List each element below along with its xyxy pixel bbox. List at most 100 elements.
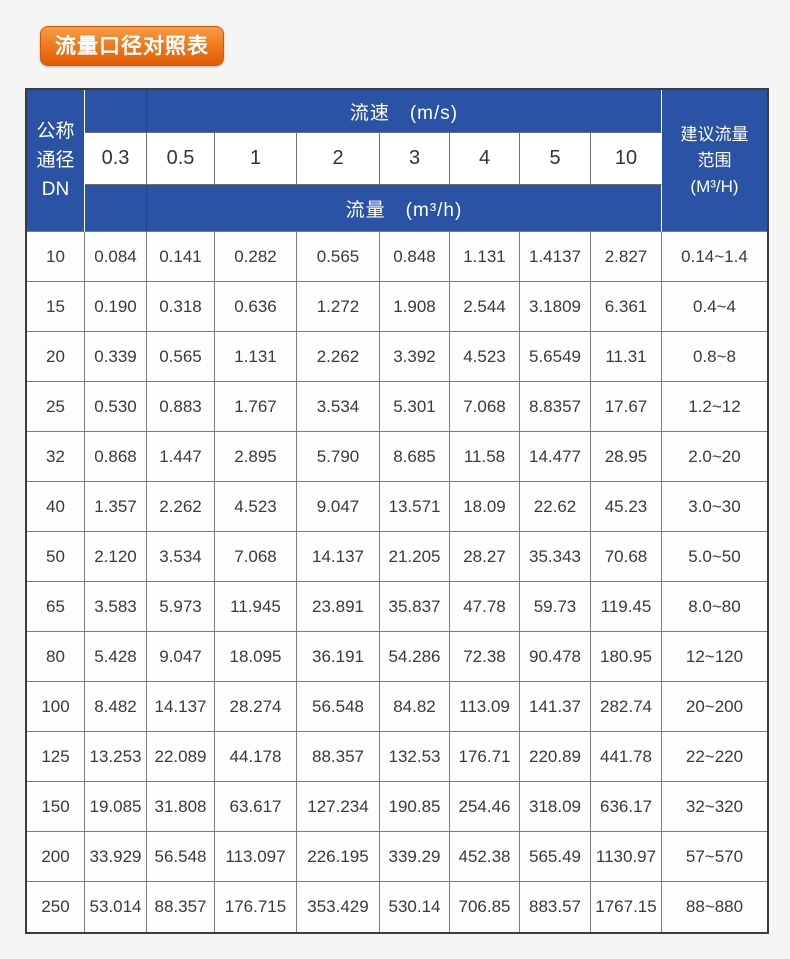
velocity-value-cell: 0.5: [147, 133, 215, 185]
flow-value-cell: 2.895: [215, 432, 297, 482]
recommend-range-cell: 0.4~4: [662, 282, 767, 332]
flow-value-cell: 176.715: [215, 882, 297, 932]
flow-value-cell: 7.068: [215, 532, 297, 582]
velocity-value-cell: 2: [297, 133, 380, 185]
dn-cell: 125: [27, 732, 85, 782]
flow-value-cell: 18.09: [450, 482, 520, 532]
flow-value-cell: 441.78: [591, 732, 662, 782]
flow-value-cell: 226.195: [297, 832, 380, 882]
flow-value-cell: 23.891: [297, 582, 380, 632]
flow-value-cell: 3.583: [85, 582, 147, 632]
table-row: 100 8.482 14.137 28.274 56.548 84.82 113.09 141…: [27, 682, 767, 732]
dn-header-cell: 公称 通径 DN: [27, 90, 85, 232]
table-row: 15 0.190 0.318 0.636 1.272 1.908 2.544 3.1809 6.…: [27, 282, 767, 332]
flow-value-cell: 0.868: [85, 432, 147, 482]
flow-value-cell: 113.097: [215, 832, 297, 882]
header-row-velocity-values: 0.3 0.5 1 2 3 4 5 10: [27, 133, 767, 185]
flow-value-cell: 127.234: [297, 782, 380, 832]
flow-value-cell: 9.047: [297, 482, 380, 532]
flow-value-cell: 132.53: [380, 732, 450, 782]
flow-value-cell: 5.6549: [520, 332, 591, 382]
flow-value-cell: 176.71: [450, 732, 520, 782]
flow-value-cell: 63.617: [215, 782, 297, 832]
dn-header-line: 公称: [36, 121, 75, 142]
flow-value-cell: 339.29: [380, 832, 450, 882]
recommend-range-cell: 1.2~12: [662, 382, 767, 432]
flow-value-cell: 5.428: [85, 632, 147, 682]
recommend-header-line: 范围: [697, 150, 732, 170]
dn-cell: 40: [27, 482, 85, 532]
flow-value-cell: 1.4137: [520, 232, 591, 282]
flow-value-cell: 28.95: [591, 432, 662, 482]
flow-value-cell: 141.37: [520, 682, 591, 732]
recommend-range-cell: 2.0~20: [662, 432, 767, 482]
flow-value-cell: 1.357: [85, 482, 147, 532]
flow-value-cell: 14.137: [147, 682, 215, 732]
table-row: 150 19.085 31.808 63.617 127.234 190.85 254.46…: [27, 782, 767, 832]
table-row: 65 3.583 5.973 11.945 23.891 35.837 47.78 59.73…: [27, 582, 767, 632]
flow-value-cell: 35.837: [380, 582, 450, 632]
dn-cell: 150: [27, 782, 85, 832]
flow-value-cell: 22.62: [520, 482, 591, 532]
header-blank-cell: [85, 90, 147, 133]
flow-value-cell: 1.767: [215, 382, 297, 432]
flow-value-cell: 1130.97: [591, 832, 662, 882]
flow-value-cell: 14.137: [297, 532, 380, 582]
flow-value-cell: 3.534: [147, 532, 215, 582]
recommend-range-cell: 12~120: [662, 632, 767, 682]
flow-value-cell: 883.57: [520, 882, 591, 932]
header-row-flow-label: 流量 (m³/h): [27, 185, 767, 232]
flow-value-cell: 36.191: [297, 632, 380, 682]
flow-value-cell: 0.339: [85, 332, 147, 382]
flow-value-cell: 47.78: [450, 582, 520, 632]
flow-value-cell: 7.068: [450, 382, 520, 432]
table-row: 40 1.357 2.262 4.523 9.047 13.571 18.09 22.62 45…: [27, 482, 767, 532]
flow-value-cell: 53.014: [85, 882, 147, 932]
table-row: 80 5.428 9.047 18.095 36.191 54.286 72.38 90.47…: [27, 632, 767, 682]
recommend-header-line: 建议流量: [680, 124, 749, 144]
flow-value-cell: 8.482: [85, 682, 147, 732]
flow-value-cell: 56.548: [297, 682, 380, 732]
velocity-value-cell: 1: [215, 133, 297, 185]
flow-value-cell: 1.131: [215, 332, 297, 382]
flow-value-cell: 45.23: [591, 482, 662, 532]
flow-value-cell: 0.883: [147, 382, 215, 432]
header-blank-cell: [85, 185, 147, 232]
dn-cell: 15: [27, 282, 85, 332]
flow-value-cell: 22.089: [147, 732, 215, 782]
flow-value-cell: 2.262: [297, 332, 380, 382]
table-row: 125 13.253 22.089 44.178 88.357 132.53 176.71 2…: [27, 732, 767, 782]
flow-value-cell: 44.178: [215, 732, 297, 782]
flow-value-cell: 84.82: [380, 682, 450, 732]
table-row: 25 0.530 0.883 1.767 3.534 5.301 7.068 8.8357 17…: [27, 382, 767, 432]
flow-value-cell: 1.908: [380, 282, 450, 332]
recommend-range-cell: 8.0~80: [662, 582, 767, 632]
header-row-velocity-label: 公称 通径 DN 流速 (m/s) 建议流量 范围 (M³/H): [27, 90, 767, 232]
flow-value-cell: 2.544: [450, 282, 520, 332]
flow-value-cell: 0.282: [215, 232, 297, 282]
table-row: 50 2.120 3.534 7.068 14.137 21.205 28.27 35.343…: [27, 532, 767, 582]
flow-value-cell: 28.274: [215, 682, 297, 732]
flow-value-cell: 28.27: [450, 532, 520, 582]
flow-value-cell: 21.205: [380, 532, 450, 582]
flow-value-cell: 282.74: [591, 682, 662, 732]
flow-value-cell: 0.190: [85, 282, 147, 332]
dn-header-line: DN: [41, 179, 70, 200]
flow-value-cell: 3.1809: [520, 282, 591, 332]
recommend-range-cell: 88~880: [662, 882, 767, 932]
flow-value-cell: 0.530: [85, 382, 147, 432]
recommend-range-cell: 0.14~1.4: [662, 232, 767, 282]
flow-value-cell: 0.318: [147, 282, 215, 332]
flow-value-cell: 0.565: [297, 232, 380, 282]
flow-value-cell: 530.14: [380, 882, 450, 932]
table-row: 10 0.084 0.141 0.282 0.565 0.848 1.131 1.4137 2.…: [27, 232, 767, 282]
flow-value-cell: 11.945: [215, 582, 297, 632]
dn-cell: 10: [27, 232, 85, 282]
flow-value-cell: 59.73: [520, 582, 591, 632]
flow-value-cell: 18.095: [215, 632, 297, 682]
dn-cell: 80: [27, 632, 85, 682]
flow-value-cell: 636.17: [591, 782, 662, 832]
recommend-header-line: (M³/H): [690, 176, 739, 196]
table-row: 200 33.929 56.548 113.097 226.195 339.29 452.3…: [27, 832, 767, 882]
recommend-flow-header-cell: 建议流量 范围 (M³/H): [662, 90, 767, 232]
